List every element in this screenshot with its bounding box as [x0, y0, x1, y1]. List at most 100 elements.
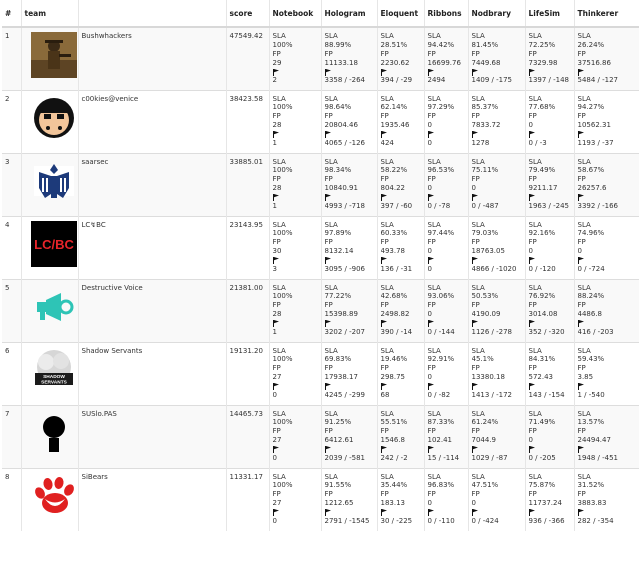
team-name[interactable]: c00kies@venice — [81, 94, 139, 103]
flags-value: 4245 / -299 — [324, 390, 366, 399]
sla-label: SLA — [427, 157, 441, 166]
flag-icon — [471, 445, 523, 454]
sla-value: 94.42% — [427, 40, 455, 49]
flag-icon — [471, 382, 523, 391]
service-cell: SLA 100% FP 29 2 — [269, 27, 322, 90]
service-cell: SLA 96.53% FP 0 0 / -78 — [424, 152, 469, 216]
score-cell: 33885.01 — [226, 152, 270, 216]
fp-value: 7044.9 — [471, 436, 497, 445]
flag-icon — [324, 256, 375, 265]
service-cell: SLA 62.14% FP 1935.46 424 — [377, 89, 425, 153]
fp-value: 2498.82 — [380, 310, 410, 319]
sla-value: 96.53% — [427, 166, 455, 175]
fp-value: 0 — [577, 247, 582, 256]
fp-label: FP — [380, 364, 389, 373]
team-name[interactable]: Bushwhackers — [81, 32, 132, 40]
rank-cell: 6 — [2, 341, 22, 405]
fp-label: FP — [471, 427, 480, 436]
sla-label: SLA — [528, 346, 542, 355]
team-name[interactable]: Shadow Servants — [81, 346, 143, 355]
fp-label: FP — [577, 490, 586, 499]
service-cell: SLA 59.43% FP 3.85 1 / -540 — [574, 341, 639, 405]
fp-label: FP — [324, 427, 333, 436]
logo-cell — [21, 27, 79, 90]
sla-label: SLA — [528, 472, 542, 481]
rank-cell: 7 — [2, 404, 22, 468]
sla-label: SLA — [380, 220, 394, 229]
sla-value: 100% — [272, 418, 293, 427]
service-cell: SLA 88.99% FP 11133.18 3358 / -264 — [321, 27, 378, 90]
flags-value: 3095 / -906 — [324, 264, 366, 273]
service-cell: SLA 13.57% FP 24494.47 1948 / -451 — [574, 404, 639, 468]
fp-value: 37516.86 — [577, 58, 611, 67]
team-score: 19131.20 — [229, 346, 263, 355]
fp-label: FP — [324, 238, 333, 247]
flags-value: 0 / -487 — [471, 201, 499, 210]
logo-cell — [21, 467, 79, 531]
team-name[interactable]: LC↯BC — [81, 220, 106, 229]
fp-label: FP — [272, 49, 281, 58]
fp-value: 29 — [272, 58, 282, 67]
flags-value: 143 / -154 — [528, 390, 565, 399]
fp-label: FP — [577, 175, 586, 184]
sla-value: 93.06% — [427, 292, 455, 301]
fp-label: FP — [427, 175, 436, 184]
sla-value: 42.68% — [380, 292, 408, 301]
flag-icon — [324, 130, 375, 139]
fp-value: 298.75 — [380, 373, 406, 382]
table-row: 5 Destructive Voice 21381.00 SLA 100% FP 28 1 SL… — [2, 278, 639, 342]
flags-value: 2791 / -1545 — [324, 516, 370, 525]
score-cell: 21381.00 — [226, 278, 270, 342]
table-row: 3 saarsec 33885.01 SLA 100% FP 28 1 SLA 98.34% FP 1… — [2, 152, 639, 216]
fp-value: 183.13 — [380, 499, 406, 508]
service-cell: SLA 100% FP 27 0 — [269, 404, 322, 468]
team-name[interactable]: Destructive Voice — [81, 283, 143, 292]
service-cell: SLA 92.91% FP 0 0 / -82 — [424, 341, 469, 405]
fp-value: 30 — [272, 247, 282, 256]
sla-value: 98.64% — [324, 103, 352, 112]
service-cell: SLA 58.22% FP 804.22 397 / -60 — [377, 152, 425, 216]
sla-value: 62.14% — [380, 103, 408, 112]
fp-label: FP — [528, 490, 537, 499]
fp-label: FP — [427, 112, 436, 121]
fp-value: 13380.18 — [471, 373, 505, 382]
service-cell: SLA 71.49% FP 0 0 / -205 — [525, 404, 575, 468]
team-name[interactable]: saarsec — [81, 157, 109, 166]
sla-value: 100% — [272, 40, 293, 49]
sla-value: 100% — [272, 229, 293, 238]
fp-label: FP — [577, 112, 586, 121]
flag-icon — [577, 508, 638, 517]
sla-label: SLA — [528, 94, 542, 103]
fp-label: FP — [471, 364, 480, 373]
shadow-servants-logo: SHADOW SERVANTS — [31, 347, 77, 393]
service-cell: SLA 85.37% FP 7833.72 1278 — [468, 89, 526, 153]
fp-value: 18763.05 — [471, 247, 505, 256]
flag-icon — [528, 193, 572, 202]
fp-value: 0 — [427, 373, 432, 382]
flag-icon — [528, 130, 572, 139]
flag-icon — [272, 508, 319, 517]
service-cell: SLA 88.24% FP 4486.8 416 / -203 — [574, 278, 639, 342]
service-cell: SLA 28.51% FP 2230.62 394 / -29 — [377, 27, 425, 90]
fp-value: 2230.62 — [380, 58, 410, 67]
fp-label: FP — [272, 301, 281, 310]
team-name[interactable]: SUSlo.PAS — [81, 409, 117, 418]
flag-icon — [577, 68, 638, 77]
fp-value: 0 — [427, 310, 432, 319]
flags-value: 1 — [272, 138, 277, 147]
flags-value: 2 — [272, 76, 277, 85]
sla-value: 74.96% — [577, 229, 605, 238]
sla-label: SLA — [380, 32, 394, 40]
team-name[interactable]: SiBears — [81, 472, 108, 481]
sla-value: 94.27% — [577, 103, 605, 112]
flags-value: 30 / -225 — [380, 516, 413, 525]
flag-icon — [471, 193, 523, 202]
flags-value: 0 / -120 — [528, 264, 556, 273]
sla-value: 58.67% — [577, 166, 605, 175]
service-cell: SLA 97.89% FP 8132.14 3095 / -906 — [321, 215, 378, 279]
sla-label: SLA — [272, 157, 286, 166]
service-cell: SLA 47.51% FP 0 0 / -424 — [468, 467, 526, 531]
flag-icon — [528, 508, 572, 517]
flags-value: 0 / -424 — [471, 516, 499, 525]
fp-value: 28 — [272, 310, 282, 319]
